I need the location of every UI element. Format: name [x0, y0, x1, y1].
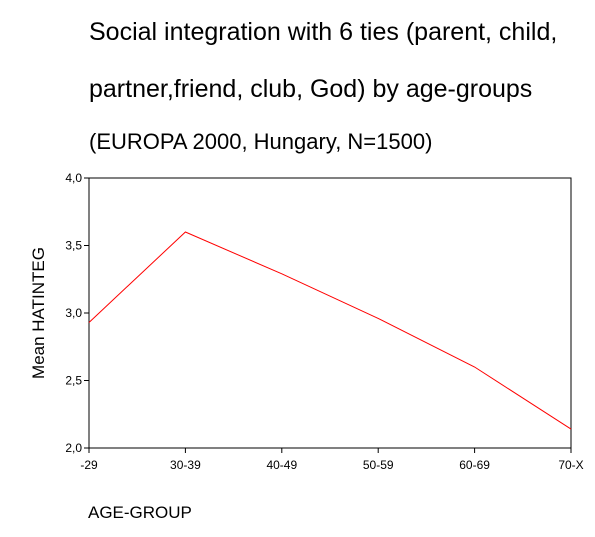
x-axis: -29 30-39 40-49 50-59 60-69 70-X [80, 448, 584, 472]
x-tick-label: -29 [80, 458, 98, 472]
series-line [88, 231, 572, 430]
chart-title: Social integration with 6 ties (parent, … [89, 18, 558, 46]
plot-area-frame [88, 177, 572, 449]
x-tick-label: 70-X [558, 458, 583, 472]
x-axis-title: AGE-GROUP [88, 503, 192, 522]
series-group [88, 231, 572, 430]
y-tick-label: 4,0 [65, 171, 82, 185]
y-tick-label: 2,0 [65, 441, 82, 455]
y-axis-title: Mean HATINTEG [29, 247, 48, 379]
x-tick-label: 50-59 [363, 458, 394, 472]
y-tick-label: 3,5 [65, 239, 82, 253]
chart-title-line-2: partner,friend, club, God) by age-groups [89, 75, 533, 103]
x-tick-label: 60-69 [459, 458, 490, 472]
x-tick-label: 30-39 [170, 458, 201, 472]
y-axis: 2,0 2,5 3,0 3,5 4,0 [65, 171, 89, 455]
y-tick-label: 2,5 [65, 374, 82, 388]
chart-subtitle: (EUROPA 2000, Hungary, N=1500) [89, 129, 433, 154]
y-tick-label: 3,0 [65, 306, 82, 320]
x-tick-label: 40-49 [266, 458, 297, 472]
